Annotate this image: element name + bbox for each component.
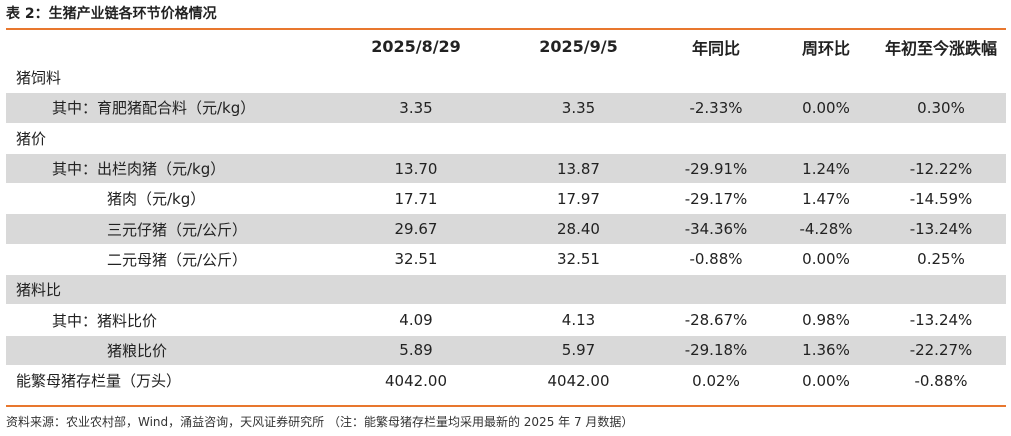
table-row: 猪粮比价 5.89 5.97 -29.18% 1.36% -22.27%: [6, 334, 1006, 366]
header-cell: 年同比: [691, 38, 740, 58]
row-label: 三元仔猪（元/公斤）: [6, 213, 331, 245]
table-cell: [501, 61, 656, 93]
table-cell: 4.13: [501, 304, 656, 336]
row-label: 猪料比: [6, 274, 331, 305]
table-cell: -13.24%: [876, 304, 1006, 336]
table-cell: -22.27%: [876, 334, 1006, 366]
table-row: 其中：猪料比价 4.09 4.13 -28.67% 0.98% -13.24%: [6, 304, 1006, 336]
row-label: 猪粮比价: [6, 334, 331, 366]
price-table: 2025/8/29 2025/9/5 年同比 周环比 年初至今涨跌幅 猪饲料 其中…: [6, 31, 1006, 396]
table-cell: [656, 274, 776, 305]
table-caption: 表 2：生猪产业链各环节价格情况: [6, 6, 217, 22]
table-cell: [876, 122, 1006, 154]
header-cell: 周环比: [801, 38, 850, 58]
table-cell: [331, 274, 501, 305]
table-cell: -0.88%: [876, 364, 1006, 396]
table-cell: 4042.00: [501, 364, 656, 396]
table-cell: [331, 61, 501, 93]
table-cell: [776, 274, 876, 305]
table-cell: 0.02%: [656, 364, 776, 396]
table-cell: -29.91%: [656, 152, 776, 184]
table-cell: [776, 122, 876, 154]
table-cell: [501, 274, 656, 305]
table-row: 猪肉（元/kg） 17.71 17.97 -29.17% 1.47% -14.59%: [6, 183, 1006, 214]
table-cell: 1.24%: [776, 152, 876, 184]
header-cell: 年初至今涨跌幅: [884, 38, 997, 58]
table-row: 二元母猪（元/公斤） 32.51 32.51 -0.88% 0.00% 0.25%: [6, 243, 1006, 275]
table-cell: 0.00%: [776, 364, 876, 396]
header-cell: [6, 31, 331, 63]
table-cell: 0.30%: [876, 92, 1006, 124]
table-cell: [331, 122, 501, 154]
row-label: 其中：育肥猪配合料（元/kg）: [6, 92, 331, 124]
table-row: 其中：出栏肉猪（元/kg） 13.70 13.87 -29.91% 1.24% -12.2…: [6, 152, 1006, 184]
table-cell: 0.00%: [776, 92, 876, 124]
table-cell: 3.35: [331, 92, 501, 124]
table-cell: [876, 274, 1006, 305]
bottom-rule: [6, 405, 1006, 407]
table-cell: 4.09: [331, 304, 501, 336]
table-cell: 32.51: [331, 243, 501, 275]
table-cell: 5.89: [331, 334, 501, 366]
table-cell: 0.00%: [776, 243, 876, 275]
table-cell: -29.18%: [656, 334, 776, 366]
row-label: 其中：猪料比价: [6, 304, 331, 336]
table-cell: 1.47%: [776, 183, 876, 214]
table-cell: [656, 122, 776, 154]
table-row: 三元仔猪（元/公斤） 29.67 28.40 -34.36% -4.28% -13.24%: [6, 213, 1006, 245]
header-cell: 2025/8/29: [371, 37, 461, 56]
top-rule: [6, 28, 1006, 30]
table-cell: 17.97: [501, 183, 656, 214]
table-row: 猪价: [6, 122, 1006, 154]
table-cell: 32.51: [501, 243, 656, 275]
table-cell: 29.67: [331, 213, 501, 245]
row-label: 二元母猪（元/公斤）: [6, 243, 331, 275]
table-cell: -34.36%: [656, 213, 776, 245]
table-cell: -0.88%: [656, 243, 776, 275]
table-cell: [776, 61, 876, 93]
table-cell: -2.33%: [656, 92, 776, 124]
table-cell: 3.35: [501, 92, 656, 124]
header-cell: 2025/9/5: [539, 37, 618, 56]
header-row: 2025/8/29 2025/9/5 年同比 周环比 年初至今涨跌幅: [6, 31, 1006, 63]
table-cell: -13.24%: [876, 213, 1006, 245]
table-cell: 17.71: [331, 183, 501, 214]
table-row: 能繁母猪存栏量（万头） 4042.00 4042.00 0.02% 0.00% -0.88…: [6, 364, 1006, 396]
source-note: 资料来源：农业农村部，Wind，涌益咨询，天风证券研究所 （注：能繁母猪存栏量均…: [6, 415, 634, 429]
table-cell: 4042.00: [331, 364, 501, 396]
row-label: 其中：出栏肉猪（元/kg）: [6, 152, 331, 184]
table-cell: -29.17%: [656, 183, 776, 214]
table-cell: [876, 61, 1006, 93]
row-label: 能繁母猪存栏量（万头）: [6, 364, 331, 396]
table-row: 猪饲料: [6, 61, 1006, 93]
row-label: 猪肉（元/kg）: [6, 183, 331, 214]
table-cell: 13.70: [331, 152, 501, 184]
table-cell: 0.25%: [876, 243, 1006, 275]
table-body: 猪饲料 其中：育肥猪配合料（元/kg） 3.35 3.35 -2.33% 0.00% 0.3…: [6, 61, 1006, 396]
table-cell: 13.87: [501, 152, 656, 184]
table-cell: [656, 61, 776, 93]
table-cell: -4.28%: [776, 213, 876, 245]
row-label: 猪价: [6, 122, 331, 154]
table-row: 猪料比: [6, 274, 1006, 305]
table-cell: -28.67%: [656, 304, 776, 336]
row-label: 猪饲料: [6, 61, 331, 93]
table-cell: 5.97: [501, 334, 656, 366]
table-cell: [501, 122, 656, 154]
table-cell: 1.36%: [776, 334, 876, 366]
table-row: 其中：育肥猪配合料（元/kg） 3.35 3.35 -2.33% 0.00% 0.30%: [6, 92, 1006, 124]
table-cell: -12.22%: [876, 152, 1006, 184]
table-cell: -14.59%: [876, 183, 1006, 214]
table-cell: 0.98%: [776, 304, 876, 336]
table-cell: 28.40: [501, 213, 656, 245]
